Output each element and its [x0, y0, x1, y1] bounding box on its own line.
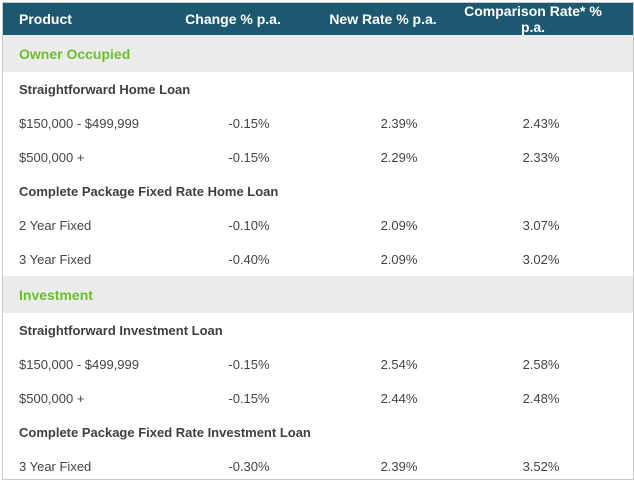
row-label: $500,000 + — [19, 390, 85, 406]
row-comparison-rate: 2.43% — [522, 115, 560, 131]
row-change: -0.30% — [228, 458, 270, 474]
header-new-rate: New Rate % p.a. — [329, 11, 437, 27]
row-new-rate: 2.44% — [380, 390, 418, 406]
row-new-rate: 2.09% — [380, 251, 418, 267]
product-group-title: Complete Package Fixed Rate Investment L… — [19, 424, 311, 440]
row-change: -0.40% — [228, 251, 270, 267]
row-new-rate: 2.09% — [380, 217, 418, 233]
header-comparison-rate: Comparison Rate* % p.a. — [464, 3, 602, 35]
row-comparison-rate: 3.52% — [522, 458, 560, 474]
row-label: $150,000 - $499,999 — [19, 356, 139, 372]
product-group-title: Straightforward Investment Loan — [19, 322, 223, 338]
row-change: -0.15% — [228, 356, 270, 372]
header-change: Change % p.a. — [185, 11, 281, 27]
section-owner-occupied: Owner Occupied — [3, 35, 633, 72]
row-label: 3 Year Fixed — [19, 458, 92, 474]
row-comparison-rate: 2.58% — [522, 356, 560, 372]
row-change: -0.15% — [228, 115, 270, 131]
section-investment: Investment — [3, 276, 633, 313]
row-new-rate: 2.39% — [380, 115, 418, 131]
table-row: $500,000 + -0.15% 2.44% 2.48% — [3, 381, 633, 415]
row-change: -0.15% — [228, 390, 270, 406]
row-comparison-rate: 2.48% — [522, 390, 560, 406]
row-new-rate: 2.39% — [380, 458, 418, 474]
table-row: 3 Year Fixed -0.40% 2.09% 3.02% — [3, 242, 633, 276]
table-row: 3 Year Fixed -0.30% 2.39% 3.52% — [3, 449, 633, 483]
row-new-rate: 2.29% — [380, 149, 418, 165]
table-row: 2 Year Fixed -0.10% 2.09% 3.07% — [3, 208, 633, 242]
row-new-rate: 2.54% — [380, 356, 418, 372]
row-label: 2 Year Fixed — [19, 217, 92, 233]
row-comparison-rate: 2.33% — [522, 149, 560, 165]
header-product: Product — [19, 11, 72, 27]
row-label: 3 Year Fixed — [19, 251, 92, 267]
row-change: -0.10% — [228, 217, 270, 233]
table-row: $500,000 + -0.15% 2.29% 2.33% — [3, 140, 633, 174]
row-label: $150,000 - $499,999 — [19, 115, 139, 131]
row-comparison-rate: 3.02% — [522, 251, 560, 267]
row-change: -0.15% — [228, 149, 270, 165]
table-header: Product Change % p.a. New Rate % p.a. Co… — [3, 3, 633, 35]
table-row: $150,000 - $499,999 -0.15% 2.39% 2.43% — [3, 106, 633, 140]
table-row: $150,000 - $499,999 -0.15% 2.54% 2.58% — [3, 347, 633, 381]
product-group-title: Complete Package Fixed Rate Home Loan — [19, 183, 279, 199]
row-comparison-rate: 3.07% — [522, 217, 560, 233]
rates-table: Product Change % p.a. New Rate % p.a. Co… — [2, 2, 634, 480]
row-label: $500,000 + — [19, 149, 85, 165]
product-group-title: Straightforward Home Loan — [19, 81, 191, 97]
